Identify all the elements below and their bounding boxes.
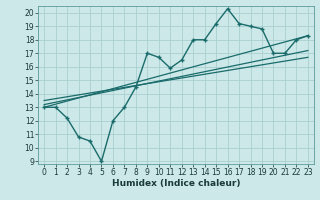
X-axis label: Humidex (Indice chaleur): Humidex (Indice chaleur)	[112, 179, 240, 188]
